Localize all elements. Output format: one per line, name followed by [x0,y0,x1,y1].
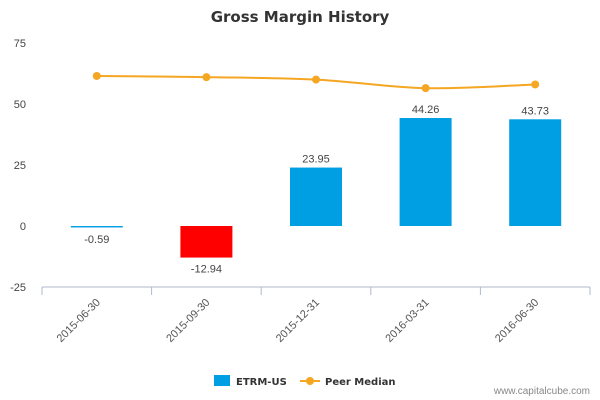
x-tick-label: 2015-12-31 [274,297,322,345]
bar-data-label: -12.94 [191,264,222,276]
legend-label-etrm-us[interactable]: ETRM-US [236,377,287,388]
bar-data-label: 43.73 [521,105,549,117]
peer-median-point [531,80,540,89]
chart-title: Gross Margin History [211,8,390,26]
x-tick-label: 2015-09-30 [164,297,212,345]
legend-marker-peer-median [306,377,314,385]
bar-series [70,118,562,258]
bar-data-labels: -0.59 -12.94 23.95 44.26 43.73 [84,104,549,276]
peer-median-point [421,84,430,93]
y-tick-label: 75 [14,38,26,50]
bar-data-label: 23.95 [302,154,330,166]
y-tick-label: -25 [10,282,26,294]
watermark: www.capitalcube.com [493,386,590,397]
bar [399,118,452,226]
bar [290,167,342,226]
legend-swatch-etrm-us [214,375,230,386]
line-series [92,71,540,93]
bar [509,119,562,226]
x-axis: 2015-06-30 2015-09-30 2015-12-31 2016-03-31… [41,286,591,345]
peer-median-point [202,73,211,82]
y-tick-label: 25 [14,160,26,172]
legend[interactable]: ETRM-US Peer Median [214,375,396,388]
x-tick-label: 2016-06-30 [493,297,541,345]
bar-data-label: 44.26 [412,104,440,116]
legend-label-peer-median[interactable]: Peer Median [325,377,396,388]
y-tick-label: 50 [14,99,26,111]
y-tick-label: 0 [20,221,26,233]
bar [70,226,123,228]
bar-data-label: -0.59 [84,234,109,246]
x-tick-label: 2016-03-31 [383,297,431,345]
bar [180,226,233,258]
x-tick-label: 2015-06-30 [55,297,103,345]
peer-median-point [312,75,320,84]
peer-median-point [92,71,101,80]
y-axis: 75 50 25 0 -25 [10,38,26,294]
